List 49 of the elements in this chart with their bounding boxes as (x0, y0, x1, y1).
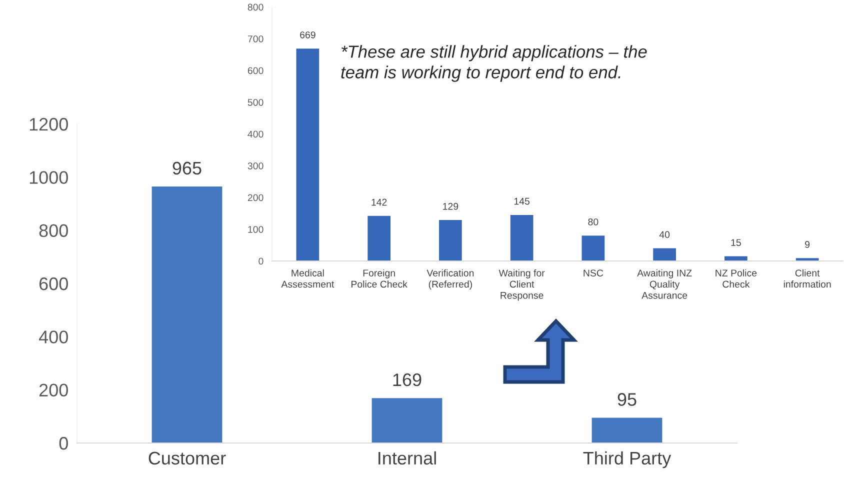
data-label: 40 (659, 231, 670, 238)
y-tick-label: 1000 (30, 171, 68, 184)
y-tick-label: 200 (248, 194, 264, 202)
data-label: 15 (731, 239, 741, 246)
y-tick-label: 1200 (30, 118, 68, 131)
x-tick-label: Awaiting INZ Quality Assurance (637, 269, 692, 299)
bar (439, 220, 462, 261)
bar (368, 216, 390, 261)
annotation: *These are still hybrid applications – the team is working to report end to end. (341, 45, 647, 82)
bar (296, 48, 320, 261)
x-tick-label: NZ Police Check (716, 269, 757, 288)
y-tick-label: 400 (38, 330, 68, 344)
x-tick-label: Third Party (583, 451, 672, 468)
bar (724, 256, 748, 261)
bar (372, 398, 442, 443)
data-label: 9 (805, 241, 810, 248)
x-tick-label: NSC (584, 270, 604, 276)
y-tick-label: 300 (248, 162, 264, 170)
data-label: 169 (393, 373, 422, 386)
y-tick-label: 0 (59, 436, 68, 450)
x-tick-label: Foreign Police Check (351, 269, 408, 288)
y-tick-label: 500 (248, 98, 264, 106)
y-tick-label: 800 (39, 224, 68, 238)
data-label: 142 (372, 198, 387, 206)
y-tick-label: 800 (248, 4, 264, 11)
y-tick-label: 0 (258, 258, 264, 265)
x-tick-label: Medical Assessment (281, 269, 334, 288)
bar (152, 186, 222, 443)
data-label: 129 (443, 202, 458, 210)
data-label: 80 (588, 218, 598, 226)
y-tick-label: 100 (248, 226, 264, 233)
y-tick-label: 600 (248, 67, 264, 74)
bar (582, 236, 605, 261)
x-tick-label: Verification (Referred) (426, 269, 474, 290)
y-tick-label: 700 (248, 35, 264, 42)
y-tick-label: 200 (39, 384, 68, 397)
x-tick-label: Waiting for Client Response (498, 269, 545, 301)
data-label: 145 (514, 198, 530, 205)
y-tick-label: 600 (39, 277, 68, 290)
bar (592, 418, 662, 443)
data-label: 965 (172, 162, 202, 175)
x-tick-label: Client information (784, 269, 831, 288)
bar (510, 214, 534, 261)
y-tick-label: 400 (248, 130, 264, 138)
x-tick-label: Internal (378, 451, 436, 465)
x-tick-label: Customer (148, 452, 226, 465)
data-label: 95 (618, 393, 636, 406)
bar (653, 248, 676, 261)
data-label: 669 (300, 31, 316, 38)
